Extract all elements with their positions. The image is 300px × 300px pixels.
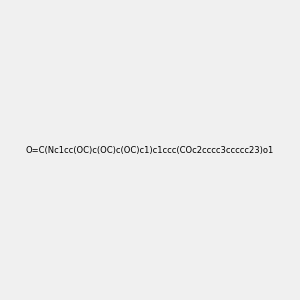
Text: O=C(Nc1cc(OC)c(OC)c(OC)c1)c1ccc(COc2cccc3ccccc23)o1: O=C(Nc1cc(OC)c(OC)c(OC)c1)c1ccc(COc2cccc… (26, 146, 274, 154)
